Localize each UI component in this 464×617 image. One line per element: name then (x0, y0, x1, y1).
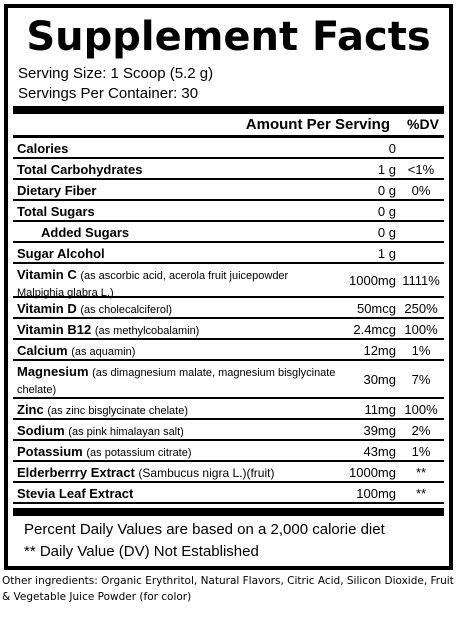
nutrient-dv: 2% (411, 423, 431, 438)
nutrient-row: Potassium (as potassium citrate) 43mg 1% (13, 441, 444, 462)
nutrient-name-cell: Calories (17, 141, 347, 156)
nutrient-amount: 39mg (363, 423, 396, 438)
nutrient-row: Vitamin C (as ascorbic acid, acerola fru… (13, 264, 444, 301)
nutrient-amount: 12mg (363, 343, 396, 358)
nutrient-amount: 1 g (377, 246, 396, 261)
nutrient-source: (Sambucus nigra L.)(fruit) (138, 466, 275, 480)
supplement-facts-panel: Supplement Facts Serving Size: 1 Scoop (… (4, 4, 453, 570)
nutrient-name-cell: Stevia Leaf Extract (17, 486, 347, 501)
nutrient-name-cell: Potassium (as potassium citrate) (17, 444, 347, 461)
nutrient-source: (as pink himalayan salt) (68, 426, 184, 438)
nutrient-source: (as cholecalciferol) (80, 304, 173, 316)
nutrient-row: Magnesium (as dimagnesium malate, magnes… (13, 361, 444, 399)
nutrient-source: (as zinc bisglycinate chelate) (47, 405, 188, 417)
footnote-not-established: ** Daily Value (DV) Not Established (24, 543, 259, 560)
nutrient-dv: 100% (404, 402, 438, 417)
nutrient-name: Dietary Fiber (17, 183, 97, 198)
nutrient-amount: 0 g (377, 225, 396, 240)
nutrient-name-cell: Vitamin C (as ascorbic acid, acerola fru… (17, 267, 337, 301)
nutrient-row: Vitamin D (as cholecalciferol) 50mcg 250% (13, 298, 444, 319)
nutrient-amount: 0 g (377, 183, 396, 198)
column-header: Amount Per Serving %DV (13, 114, 444, 136)
nutrient-dv: 1111% (402, 273, 440, 288)
nutrient-amount: 50mcg (356, 301, 396, 316)
nutrient-name: Zinc (17, 402, 44, 417)
nutrient-name: Vitamin C (17, 267, 77, 282)
nutrient-name: Added Sugars (41, 225, 130, 240)
nutrient-dv: 100% (404, 322, 438, 337)
servings-per-container: Servings Per Container: 30 (18, 85, 199, 102)
nutrient-amount: 11mg (364, 402, 396, 417)
nutrient-name: Sodium (17, 423, 65, 438)
nutrient-row: Added Sugars 0 g (13, 222, 444, 243)
nutrient-name: Sugar Alcohol (17, 246, 105, 261)
nutrient-name: Calcium (17, 343, 68, 358)
nutrient-dv: 0% (411, 183, 431, 198)
nutrient-row: Sodium (as pink himalayan salt) 39mg 2% (13, 420, 444, 441)
nutrient-amount: 30mg (363, 372, 396, 387)
nutrient-rows: Calories 0 Total Carbohydrates 1 g <1% Dietar… (13, 138, 444, 504)
nutrient-row: Vitamin B12 (as methylcobalamin) 2.4mcg 10… (13, 319, 444, 340)
nutrient-dv: ** (415, 465, 427, 480)
nutrient-name: Elderberrry Extract (17, 465, 135, 480)
nutrient-row: Total Sugars 0 g (13, 201, 444, 222)
nutrient-amount: 43mg (363, 444, 396, 459)
nutrient-row: Total Carbohydrates 1 g <1% (13, 159, 444, 180)
nutrient-name-cell: Zinc (as zinc bisglycinate chelate) (17, 402, 347, 419)
panel-title: Supplement Facts (26, 14, 431, 60)
nutrient-name: Potassium (17, 444, 83, 459)
nutrient-name-cell: Sodium (as pink himalayan salt) (17, 423, 347, 440)
nutrient-dv: ** (415, 486, 427, 501)
nutrient-name-cell: Vitamin D (as cholecalciferol) (17, 301, 347, 318)
dv-header: %DV (407, 116, 439, 132)
nutrient-row: Sugar Alcohol 1 g (13, 243, 444, 264)
nutrient-row: Stevia Leaf Extract 100mg ** (13, 483, 444, 504)
nutrient-dv: 1% (411, 343, 431, 358)
thick-divider-top (13, 106, 444, 114)
nutrient-name-cell: Calcium (as aquamin) (17, 343, 347, 360)
nutrient-name: Total Sugars (17, 204, 95, 219)
nutrient-amount: 1000mg (349, 273, 396, 288)
nutrient-source: (as ascorbic acid, acerola fruit juicepo… (17, 270, 289, 299)
nutrient-row: Calcium (as aquamin) 12mg 1% (13, 340, 444, 361)
nutrient-name-cell: Total Carbohydrates (17, 162, 347, 177)
nutrient-name: Vitamin B12 (17, 322, 92, 337)
footnote-daily-values: Percent Daily Values are based on a 2,00… (24, 521, 385, 538)
nutrient-dv: 1% (411, 444, 431, 459)
nutrient-amount: 100mg (356, 486, 396, 501)
header-divider (13, 135, 444, 138)
nutrient-source: (as aquamin) (71, 346, 136, 358)
nutrient-name-cell: Added Sugars (41, 225, 371, 240)
nutrient-name: Magnesium (17, 364, 89, 379)
nutrient-row: Dietary Fiber 0 g 0% (13, 180, 444, 201)
nutrient-row: Zinc (as zinc bisglycinate chelate) 11mg 1… (13, 399, 444, 420)
nutrient-name-cell: Sugar Alcohol (17, 246, 347, 261)
nutrient-name-cell: Elderberrry Extract (Sambucus nigra L.)(… (17, 465, 347, 481)
other-ingredients: Other ingredients: Organic Erythritol, N… (2, 575, 454, 603)
nutrient-amount: 0 g (377, 204, 396, 219)
nutrient-amount: 2.4mcg (353, 322, 396, 337)
nutrient-source: (as dimagnesium malate, magnesium bisgly… (17, 367, 336, 396)
nutrient-dv: 7% (411, 372, 431, 387)
nutrient-amount: 1000mg (349, 465, 396, 480)
nutrient-name-cell: Vitamin B12 (as methylcobalamin) (17, 322, 347, 339)
nutrient-name: Calories (17, 141, 69, 156)
nutrient-source: (as methylcobalamin) (94, 325, 200, 337)
nutrient-row: Elderberrry Extract (Sambucus nigra L.)(… (13, 462, 444, 483)
nutrient-name: Vitamin D (17, 301, 77, 316)
thick-divider-bottom (13, 508, 444, 516)
nutrient-name: Total Carbohydrates (17, 162, 143, 177)
nutrient-name: Stevia Leaf Extract (17, 486, 134, 501)
nutrient-amount: 0 (388, 141, 396, 156)
nutrient-amount: 1 g (377, 162, 396, 177)
nutrient-name-cell: Dietary Fiber (17, 183, 347, 198)
amount-per-serving-header: Amount Per Serving (245, 116, 390, 133)
serving-size: Serving Size: 1 Scoop (5.2 g) (18, 65, 214, 82)
nutrient-dv: <1% (407, 162, 435, 177)
nutrient-name-cell: Magnesium (as dimagnesium malate, magnes… (17, 364, 337, 398)
nutrient-dv: 250% (404, 301, 438, 316)
nutrient-source: (as potassium citrate) (86, 447, 192, 459)
nutrient-row: Calories 0 (13, 138, 444, 159)
nutrient-name-cell: Total Sugars (17, 204, 347, 219)
